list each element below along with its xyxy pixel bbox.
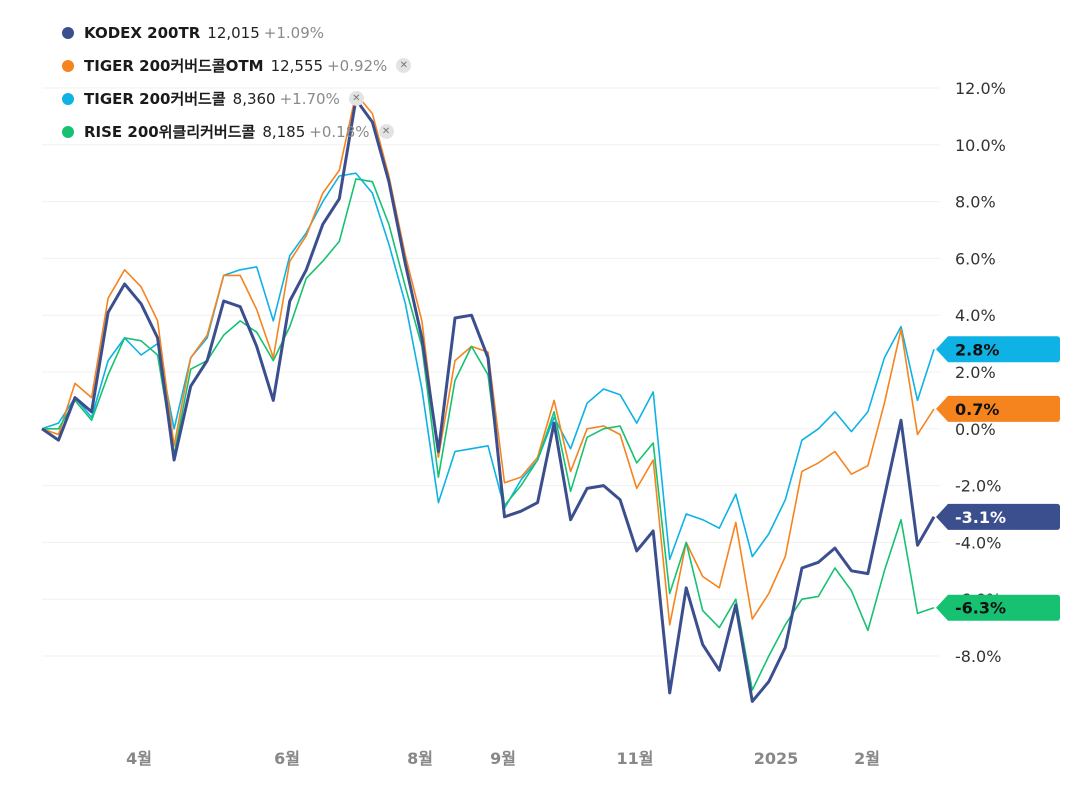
series-line bbox=[42, 178, 935, 691]
x-axis-labels: 4월 6월 8월 9월 11월 2025 2월 bbox=[126, 749, 880, 768]
end-value-label: 0.7% bbox=[955, 400, 999, 419]
legend-dot-icon bbox=[62, 92, 74, 105]
end-value-tag-shape bbox=[936, 503, 1060, 530]
y-tick-label: 0.0% bbox=[955, 420, 996, 439]
x-tick-label: 6월 bbox=[274, 749, 300, 768]
y-tick-label: 8.0% bbox=[955, 193, 996, 212]
legend-change: +0.92% bbox=[327, 56, 388, 75]
y-tick-label: 10.0% bbox=[955, 136, 1006, 155]
legend-name: TIGER 200커버드콜 bbox=[84, 90, 226, 108]
legend-value: 8,360 bbox=[232, 89, 276, 108]
legend-value: 8,185 bbox=[262, 122, 306, 141]
x-tick-label: 2월 bbox=[854, 749, 880, 768]
series-line bbox=[41, 97, 936, 703]
end-value-label: -6.3% bbox=[955, 599, 1006, 618]
legend-name: RISE 200위클리커버드콜 bbox=[84, 123, 256, 141]
legend-name: TIGER 200커버드콜OTM bbox=[84, 57, 264, 75]
y-axis-labels: 12.0% 10.0% 8.0% 6.0% 4.0% 2.0% 0.0% -2.0% -4.0%… bbox=[955, 79, 1006, 666]
end-value-label: -3.1% bbox=[955, 508, 1006, 527]
legend-change: +0.18% bbox=[309, 122, 370, 141]
end-value-tag: 0.7% bbox=[936, 395, 1060, 422]
end-value-label: 2.8% bbox=[955, 340, 999, 359]
y-tick-label: 4.0% bbox=[955, 306, 996, 325]
y-tick-label: -2.0% bbox=[955, 477, 1001, 496]
legend-dot-icon bbox=[62, 125, 74, 138]
remove-series-close-icon[interactable]: ✕ bbox=[396, 58, 412, 73]
series-lines bbox=[41, 92, 936, 703]
end-value-tag: 2.8% bbox=[936, 336, 1060, 363]
legend-item-rise-200-weekly-covered-call[interactable]: RISE 200위클리커버드콜 8,185 +0.18% ✕ bbox=[62, 115, 411, 148]
legend-dot-icon bbox=[62, 26, 74, 39]
y-tick-label: 6.0% bbox=[955, 249, 996, 268]
legend: KODEX 200TR 12,015 +1.09% TIGER 200커버드콜O… bbox=[62, 16, 412, 148]
end-value-tags: -3.1% 0.7% 2.8% -6.3% bbox=[936, 336, 1060, 621]
x-tick-label: 4월 bbox=[126, 749, 152, 768]
x-tick-label: 8월 bbox=[407, 749, 433, 768]
y-tick-label: -4.0% bbox=[955, 533, 1001, 552]
legend-value: 12,555 bbox=[270, 56, 324, 75]
legend-change: +1.70% bbox=[279, 89, 340, 108]
end-value-tag: -3.1% bbox=[936, 503, 1060, 530]
legend-change: +1.09% bbox=[263, 23, 325, 42]
end-value-tag-shape bbox=[936, 594, 1060, 621]
end-value-tag-shape bbox=[936, 336, 1060, 363]
remove-series-close-icon[interactable]: ✕ bbox=[378, 124, 394, 139]
legend-item-tiger-200-covered-call-otm[interactable]: TIGER 200커버드콜OTM 12,555 +0.92% ✕ bbox=[62, 49, 412, 82]
legend-dot-icon bbox=[62, 59, 74, 72]
x-tick-label: 9월 bbox=[490, 749, 516, 768]
legend-value: 12,015 bbox=[207, 23, 260, 42]
series-line bbox=[41, 92, 935, 626]
y-tick-label: -8.0% bbox=[955, 647, 1001, 666]
x-tick-label: 11월 bbox=[617, 749, 654, 768]
end-value-tag-shape bbox=[936, 395, 1060, 422]
remove-series-close-icon[interactable]: ✕ bbox=[348, 91, 364, 106]
legend-item-tiger-200-covered-call[interactable]: TIGER 200커버드콜 8,360 +1.70% ✕ bbox=[62, 82, 411, 115]
legend-name: KODEX 200TR bbox=[84, 23, 201, 42]
y-tick-label: 12.0% bbox=[955, 79, 1006, 98]
end-value-tag: -6.3% bbox=[936, 594, 1060, 621]
y-tick-label: 2.0% bbox=[955, 363, 996, 382]
x-tick-label: 2025 bbox=[754, 749, 799, 768]
legend-item-kodex-200tr[interactable]: KODEX 200TR 12,015 +1.09% bbox=[62, 16, 411, 49]
